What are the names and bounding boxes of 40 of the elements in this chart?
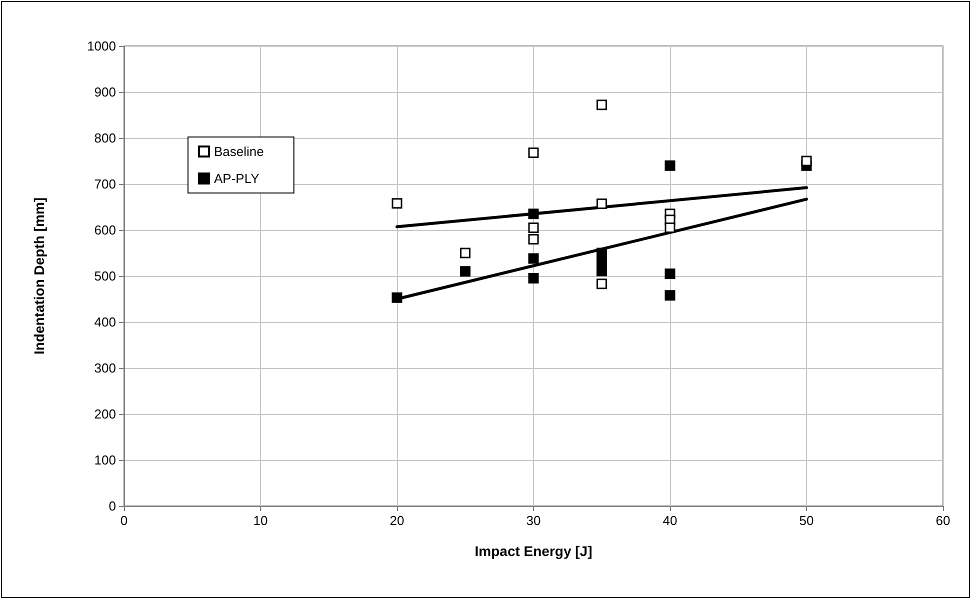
x-tick-label: 10 [253,513,268,528]
point [596,198,607,210]
y-axis-title: Indentation Depth [mm] [31,197,47,355]
y-tick-label: 0 [108,498,116,514]
point [528,253,539,264]
y-tick-label: 900 [94,84,116,100]
point [596,100,607,110]
y-tick-label: 400 [94,314,116,330]
point [801,156,812,166]
y-tick-label: 500 [94,268,116,284]
y-tick-label: 300 [94,360,116,376]
point [664,160,676,171]
legend-label: Baseline [214,144,264,159]
point [460,266,470,277]
x-axis-title: Impact Energy [J] [474,543,592,559]
point [664,222,676,233]
y-tick-label: 800 [94,130,116,146]
y-tick-label: 200 [94,406,116,422]
y-tick-label: 1000 [87,38,116,54]
point [664,290,676,301]
y-tick-label: 100 [94,452,116,468]
y-tick-label: 600 [94,222,116,238]
point [596,278,607,290]
point [460,248,470,258]
point [664,268,676,279]
x-tick-label: 30 [526,513,541,528]
y-tick-label: 700 [94,176,116,192]
x-tick-label: 50 [799,513,814,528]
x-tick-label: 60 [936,513,950,528]
point [392,292,402,303]
point [528,222,539,233]
point [528,147,539,158]
x-tick-label: 40 [662,513,678,528]
point [528,208,539,220]
point [528,273,539,284]
x-tick-label: 0 [120,513,128,528]
legend-label: AP-PLY [214,171,260,186]
point [392,198,402,209]
x-tick-label: 20 [390,513,404,528]
point [528,234,539,244]
